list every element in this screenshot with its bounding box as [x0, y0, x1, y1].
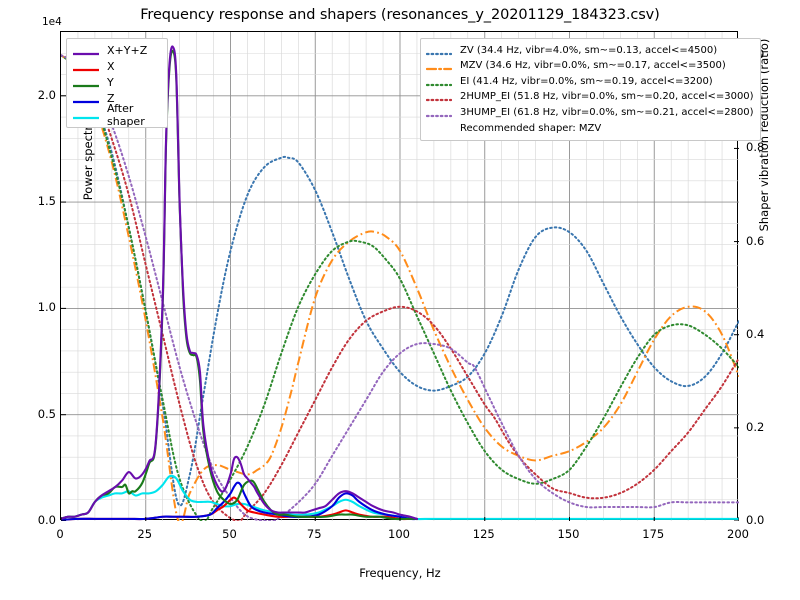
- legend-label: X+Y+Z: [107, 44, 148, 57]
- x-tick-label: 150: [557, 527, 580, 541]
- y-tick-label-left: 0.5: [37, 406, 56, 421]
- legend-label: Y: [107, 76, 114, 89]
- shaper-curve-3hump_ei: [61, 54, 739, 521]
- x-tick-label: 175: [642, 527, 665, 541]
- legend-color-swatch: [72, 109, 100, 121]
- y-tick-label-left: 0.0: [37, 513, 56, 527]
- x-tick-label: 75: [306, 527, 322, 541]
- legend-label: 3HUMP_EI (61.8 Hz, vibr=0.0%, sm~=0.21, …: [460, 106, 754, 118]
- psd-curves: [61, 45, 739, 521]
- psd-curve-x-y-z: [61, 45, 418, 520]
- page-title: Frequency response and shapers (resonanc…: [140, 7, 660, 23]
- x-tick-label: 100: [388, 527, 410, 541]
- shaper-curve-zv: [61, 54, 739, 507]
- legend-color-swatch: [72, 45, 100, 57]
- legend-label: MZV (34.6 Hz, vibr=0.0%, sm~=0.17, accel…: [460, 60, 726, 72]
- legend-label: Z: [107, 92, 115, 105]
- x-tick-label: 125: [472, 527, 495, 541]
- psd-curve-y: [61, 49, 418, 521]
- legend-line-sample: [73, 84, 99, 88]
- legend-label: X: [107, 60, 115, 73]
- shaper-curves: [61, 54, 739, 521]
- legend-color-swatch: [72, 93, 100, 105]
- y-tick-label-right: 0.8: [746, 140, 765, 155]
- grid-lines: [61, 32, 739, 521]
- legend-item-x-y-z: X+Y+Z: [72, 43, 161, 59]
- legend-item-3hump_ei: 3HUMP_EI (61.8 Hz, vibr=0.0%, sm~=0.21, …: [425, 105, 754, 121]
- legend-label: After shaper: [107, 102, 145, 128]
- legend-line-sample: [425, 52, 453, 55]
- legend-line-sample: [425, 68, 453, 71]
- shaper-curve-ei: [61, 54, 739, 521]
- y-tick-label-left: 2.0: [37, 87, 56, 102]
- legend-item-mzv: MZV (34.6 Hz, vibr=0.0%, sm~=0.17, accel…: [425, 59, 754, 75]
- y-axis-offset-label: 1e4: [42, 16, 62, 28]
- y-tick-label-left: 1.0: [37, 300, 56, 315]
- y-tick-label-right: 0.2: [746, 419, 765, 434]
- legend-line-sample: [425, 83, 453, 86]
- x-axis-label: Frequency, Hz: [359, 566, 441, 580]
- legend-item-after-shaper: After shaper: [72, 102, 161, 128]
- shaper-curve-mzv: [61, 54, 739, 521]
- legend-line-sample: [425, 99, 453, 102]
- legend-color-swatch: [425, 45, 453, 57]
- shaper-curve-2hump_ei: [61, 54, 739, 521]
- legend-color-swatch: [72, 77, 100, 89]
- legend-label: ZV (34.4 Hz, vibr=4.0%, sm~=0.13, accel<…: [460, 44, 718, 56]
- legend-item-zv: ZV (34.4 Hz, vibr=4.0%, sm~=0.13, accel<…: [425, 43, 754, 59]
- y-tick-label-right: 0.6: [746, 233, 765, 248]
- legend-line-sample: [73, 52, 99, 56]
- x-tick-label: 0: [56, 527, 64, 541]
- psd-curve-z: [61, 481, 418, 521]
- legend-psd: X+Y+Z X Y Z After shaper: [66, 38, 168, 128]
- plot-canvas: [61, 32, 739, 521]
- legend-line-sample: [73, 100, 99, 104]
- legend-color-swatch: [425, 60, 453, 72]
- x-tick-label: 50: [222, 527, 237, 541]
- legend-item-z: Z: [72, 91, 161, 107]
- y-tick-label-left: 1.5: [37, 194, 56, 209]
- legend-item-ei: EI (41.4 Hz, vibr=0.0%, sm~=0.19, accel<…: [425, 74, 754, 90]
- legend-color-swatch: [425, 107, 453, 119]
- x-tick-label: 200: [727, 527, 749, 541]
- legend-color-swatch: [425, 91, 453, 103]
- legend-item-x: X: [72, 59, 161, 75]
- legend-item-2hump_ei: 2HUMP_EI (51.8 Hz, vibr=0.0%, sm~=0.20, …: [425, 90, 754, 106]
- legend-line-sample: [73, 68, 99, 72]
- legend-label: 2HUMP_EI (51.8 Hz, vibr=0.0%, sm~=0.20, …: [460, 91, 754, 103]
- y-tick-label-right: 0.0: [746, 513, 765, 527]
- legend-item-y: Y: [72, 75, 161, 91]
- x-tick-label: 25: [137, 527, 153, 541]
- recommended-shaper-note: Recommended shaper: MZV: [460, 122, 602, 134]
- legend-label: EI (41.4 Hz, vibr=0.0%, sm~=0.19, accel<…: [460, 75, 713, 87]
- legend-color-swatch: [72, 61, 100, 73]
- legend-color-swatch: [425, 76, 453, 88]
- y-tick-label-right: 0.4: [746, 326, 765, 341]
- legend-line-sample: [73, 116, 99, 120]
- legend-shapers: ZV (34.4 Hz, vibr=4.0%, sm~=0.13, accel<…: [420, 38, 761, 141]
- legend-line-sample: [425, 114, 453, 117]
